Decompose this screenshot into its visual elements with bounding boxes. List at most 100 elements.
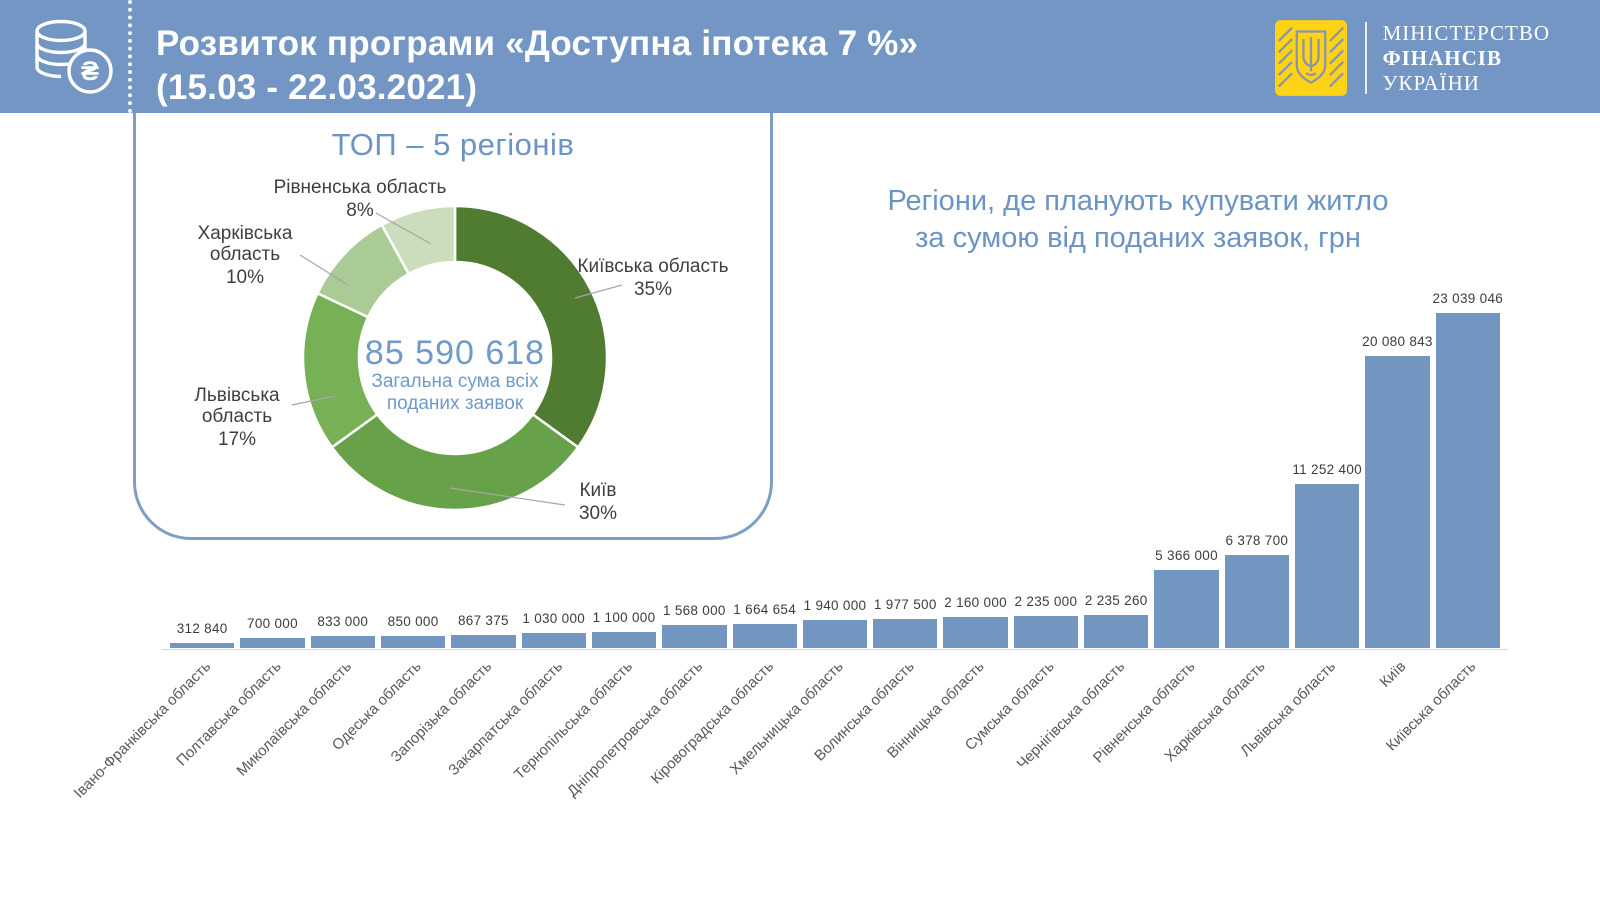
hryvnia-symbol: ₴ [81, 56, 99, 86]
bar-value-label: 2 235 260 [1084, 593, 1148, 608]
donut-leader-lines [291, 212, 623, 506]
bar-chart-title-line2: за сумою від поданих заявок, грн [915, 222, 1361, 254]
bar [873, 619, 938, 648]
bar-value-label: 6 378 700 [1225, 533, 1289, 548]
bar-value-label: 1 940 000 [803, 598, 867, 613]
bar-x-label: Івано-Франківська область [70, 658, 215, 802]
total-sum-value: 85 590 618 [364, 334, 546, 372]
bar-chart: 312 840 Івано-Франківська область 700 000 П… [70, 288, 1502, 802]
bar-value-label: 700 000 [247, 616, 298, 631]
bar-column: 700 000 Полтавська область [173, 288, 305, 769]
donut-label-text: Київська область [577, 256, 729, 277]
bar-column: 6 378 700 Харківська область [1162, 288, 1289, 765]
x-axis-line [162, 649, 1508, 650]
bar-column: 23 039 046 Київська область [1383, 288, 1502, 754]
bar-value-label: 5 366 000 [1155, 548, 1218, 563]
bar-x-label: Хмельницька область [726, 658, 847, 779]
donut-chart [291, 204, 623, 512]
bar-column: 1 977 500 Волинська область [811, 288, 938, 765]
ministry-name-line1: МІНІСТЕРСТВО [1382, 20, 1550, 45]
ministry-name: МІНІСТЕРСТВО ФІНАНСІВ УКРАЇНИ [1383, 21, 1550, 96]
total-sum-caption-line1: Загальна сума всіх [371, 371, 539, 392]
donut-label-rivnenska: Рівненська область 8% [265, 177, 455, 221]
bar-column: 867 375 Запорізька область [388, 288, 516, 766]
total-sum-caption-line2: поданих заявок [386, 393, 524, 414]
donut-label-pct: 8% [346, 200, 374, 221]
donut-label-text: Київ [579, 480, 617, 501]
donut-chart-title: ТОП – 5 регіонів [331, 127, 575, 162]
bar-column: 1 030 000 Закарпатська область [445, 288, 586, 779]
bar-column: 850 000 Одеська область [329, 288, 446, 754]
bar [732, 624, 797, 648]
bar [451, 635, 516, 648]
top5-regions-card: ТОП – 5 регіонів 85 590 618 Загальна сум… [133, 113, 773, 540]
donut-label-kharkivska: Харківська область 10% [189, 223, 301, 288]
bar-value-label: 867 375 [457, 613, 509, 628]
bar-value-label: 1 977 500 [873, 597, 937, 612]
bar-value-label: 11 252 400 [1292, 462, 1362, 477]
bar [521, 633, 586, 648]
bar [1013, 616, 1079, 648]
page-title-line2: (15.03 - 22.03.2021) [156, 68, 478, 107]
bar-column: 20 080 843 Київ [1362, 288, 1432, 691]
donut-label-pct: 35% [633, 279, 673, 300]
bar [943, 617, 1008, 648]
donut-label-pct: 17% [217, 429, 257, 450]
bar-value-label: 312 840 [176, 621, 228, 636]
donut-label-text: Харківська область [197, 223, 293, 265]
donut-label-kyivska: Київська область 35% [558, 256, 748, 300]
donut-label-lvivska: Львівська область 17% [181, 385, 293, 450]
bar-column: 2 235 260 Чернігівська область [1014, 288, 1149, 773]
bar-value-label: 850 000 [387, 614, 439, 629]
ministry-emblem-icon [1274, 20, 1347, 96]
bar-value-label: 20 080 843 [1362, 334, 1433, 349]
donut-slice [380, 204, 457, 276]
donut-label-pct: 10% [225, 267, 265, 288]
bar [310, 636, 375, 648]
bar [1154, 570, 1219, 648]
bar-x-label: Дніпропетровська область [564, 658, 707, 801]
bar-column: 1 568 000 Дніпропетровська область [564, 288, 727, 800]
page-title: Розвиток програми «Доступна іпотека 7 %»… [156, 22, 918, 110]
bar-value-label: 1 030 000 [522, 611, 586, 626]
bar-x-label: Київ [1376, 658, 1410, 691]
bar-value-label: 23 039 046 [1432, 291, 1504, 306]
donut-label-text: Рівненська область [273, 177, 447, 198]
donut-label-text: Львівська область [194, 385, 280, 427]
bar-chart-title: Регіони, де планують купувати житло за с… [818, 183, 1458, 257]
page-title-line1: Розвиток програми «Доступна іпотека 7 %» [156, 24, 919, 63]
bar-x-label: Закарпатська область [444, 658, 566, 779]
bar [1224, 555, 1289, 648]
donut-slice [330, 412, 580, 512]
bar [591, 632, 657, 648]
bar [170, 643, 235, 648]
bar-x-label: Тернопільська область [510, 658, 637, 784]
bar-value-label: 1 664 654 [733, 602, 797, 617]
bar-value-label: 1 100 000 [592, 610, 656, 625]
bar-column: 833 000 Миколаївська область [233, 288, 375, 780]
bar [240, 638, 305, 648]
bar-chart-title-line1: Регіони, де планують купувати житло [887, 185, 1389, 217]
header-bar: ₴ Розвиток програми «Доступна іпотека 7 … [0, 0, 1600, 113]
bar [1365, 356, 1430, 648]
bar-value-label: 2 160 000 [944, 595, 1007, 610]
bar-x-label: Миколаївська область [233, 658, 355, 780]
bar-column: 1 100 000 Тернопільська область [511, 288, 657, 783]
bar-column: 312 840 Івано-Франківська область [70, 288, 235, 802]
bar [802, 620, 868, 648]
ministry-name-line2: ФІНАНСІВ [1382, 45, 1502, 70]
header-dotted-divider [128, 0, 132, 113]
donut-center-text: 85 590 618 Загальна сума всіх поданих за… [305, 335, 605, 415]
bar-x-label: Кіровоградська область [647, 658, 777, 788]
bar [662, 625, 727, 648]
bar [380, 636, 446, 648]
donut-slice [453, 204, 609, 450]
bar-column: 11 252 400 Львівська область [1237, 288, 1362, 760]
bar [1295, 484, 1360, 648]
bar-column: 1 940 000 Хмельницька область [727, 288, 868, 778]
donut-label-pct: 30% [578, 503, 618, 524]
bar-value-label: 1 568 000 [662, 603, 726, 618]
donut-label-kyiv: Київ 30% [538, 480, 658, 524]
bar-column: 1 664 654 Кіровоградська область [647, 288, 797, 787]
